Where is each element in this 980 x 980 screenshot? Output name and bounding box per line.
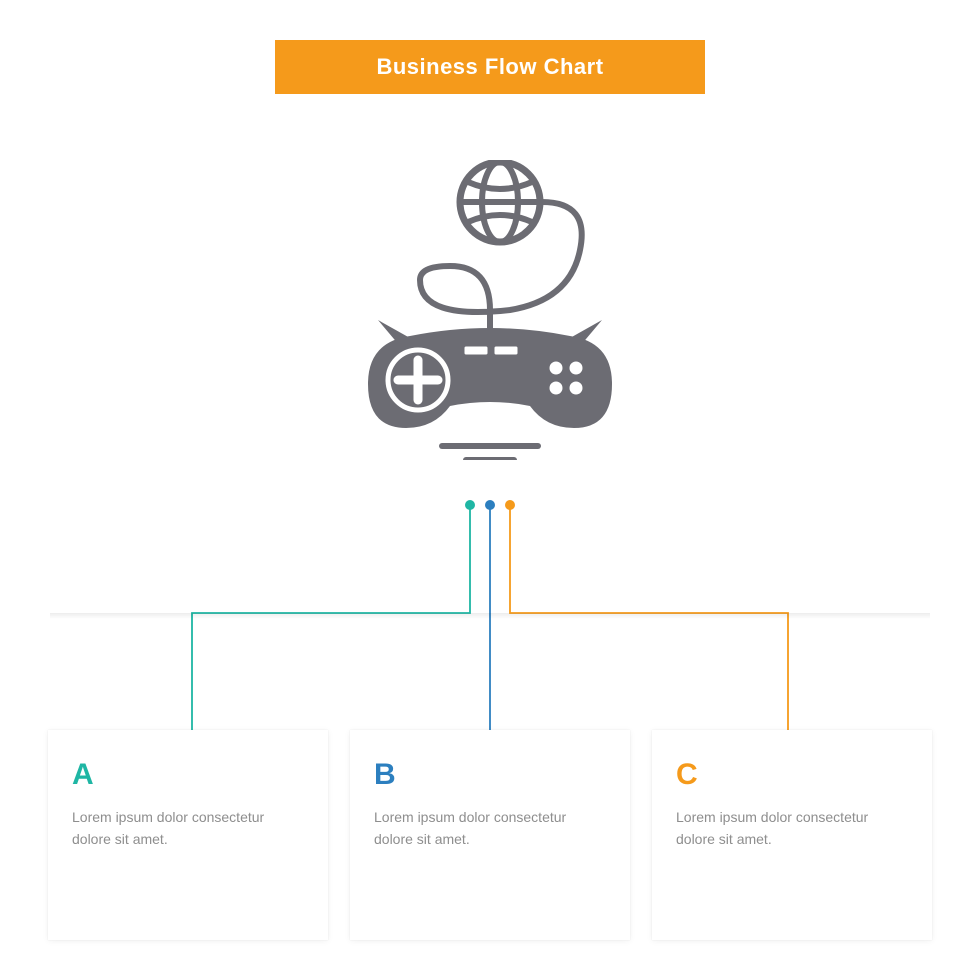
card-a: A Lorem ipsum dolor consectetur dolore s…: [48, 730, 328, 940]
connector-dot: [465, 500, 475, 510]
connector-dot: [485, 500, 495, 510]
cards-row: A Lorem ipsum dolor consectetur dolore s…: [0, 730, 980, 960]
branch-shadow: [50, 613, 930, 619]
game-controller-globe-icon: [360, 160, 620, 460]
card-body: Lorem ipsum dolor consectetur dolore sit…: [374, 806, 606, 851]
card-body: Lorem ipsum dolor consectetur dolore sit…: [676, 806, 908, 851]
connector-dot: [505, 500, 515, 510]
page-title: Business Flow Chart: [376, 54, 603, 80]
card-letter: A: [72, 758, 304, 792]
card-c: C Lorem ipsum dolor consectetur dolore s…: [652, 730, 932, 940]
card-body: Lorem ipsum dolor consectetur dolore sit…: [72, 806, 304, 851]
title-bar: Business Flow Chart: [275, 40, 705, 94]
card-b: B Lorem ipsum dolor consectetur dolore s…: [350, 730, 630, 940]
card-letter: B: [374, 758, 606, 792]
card-letter: C: [676, 758, 908, 792]
